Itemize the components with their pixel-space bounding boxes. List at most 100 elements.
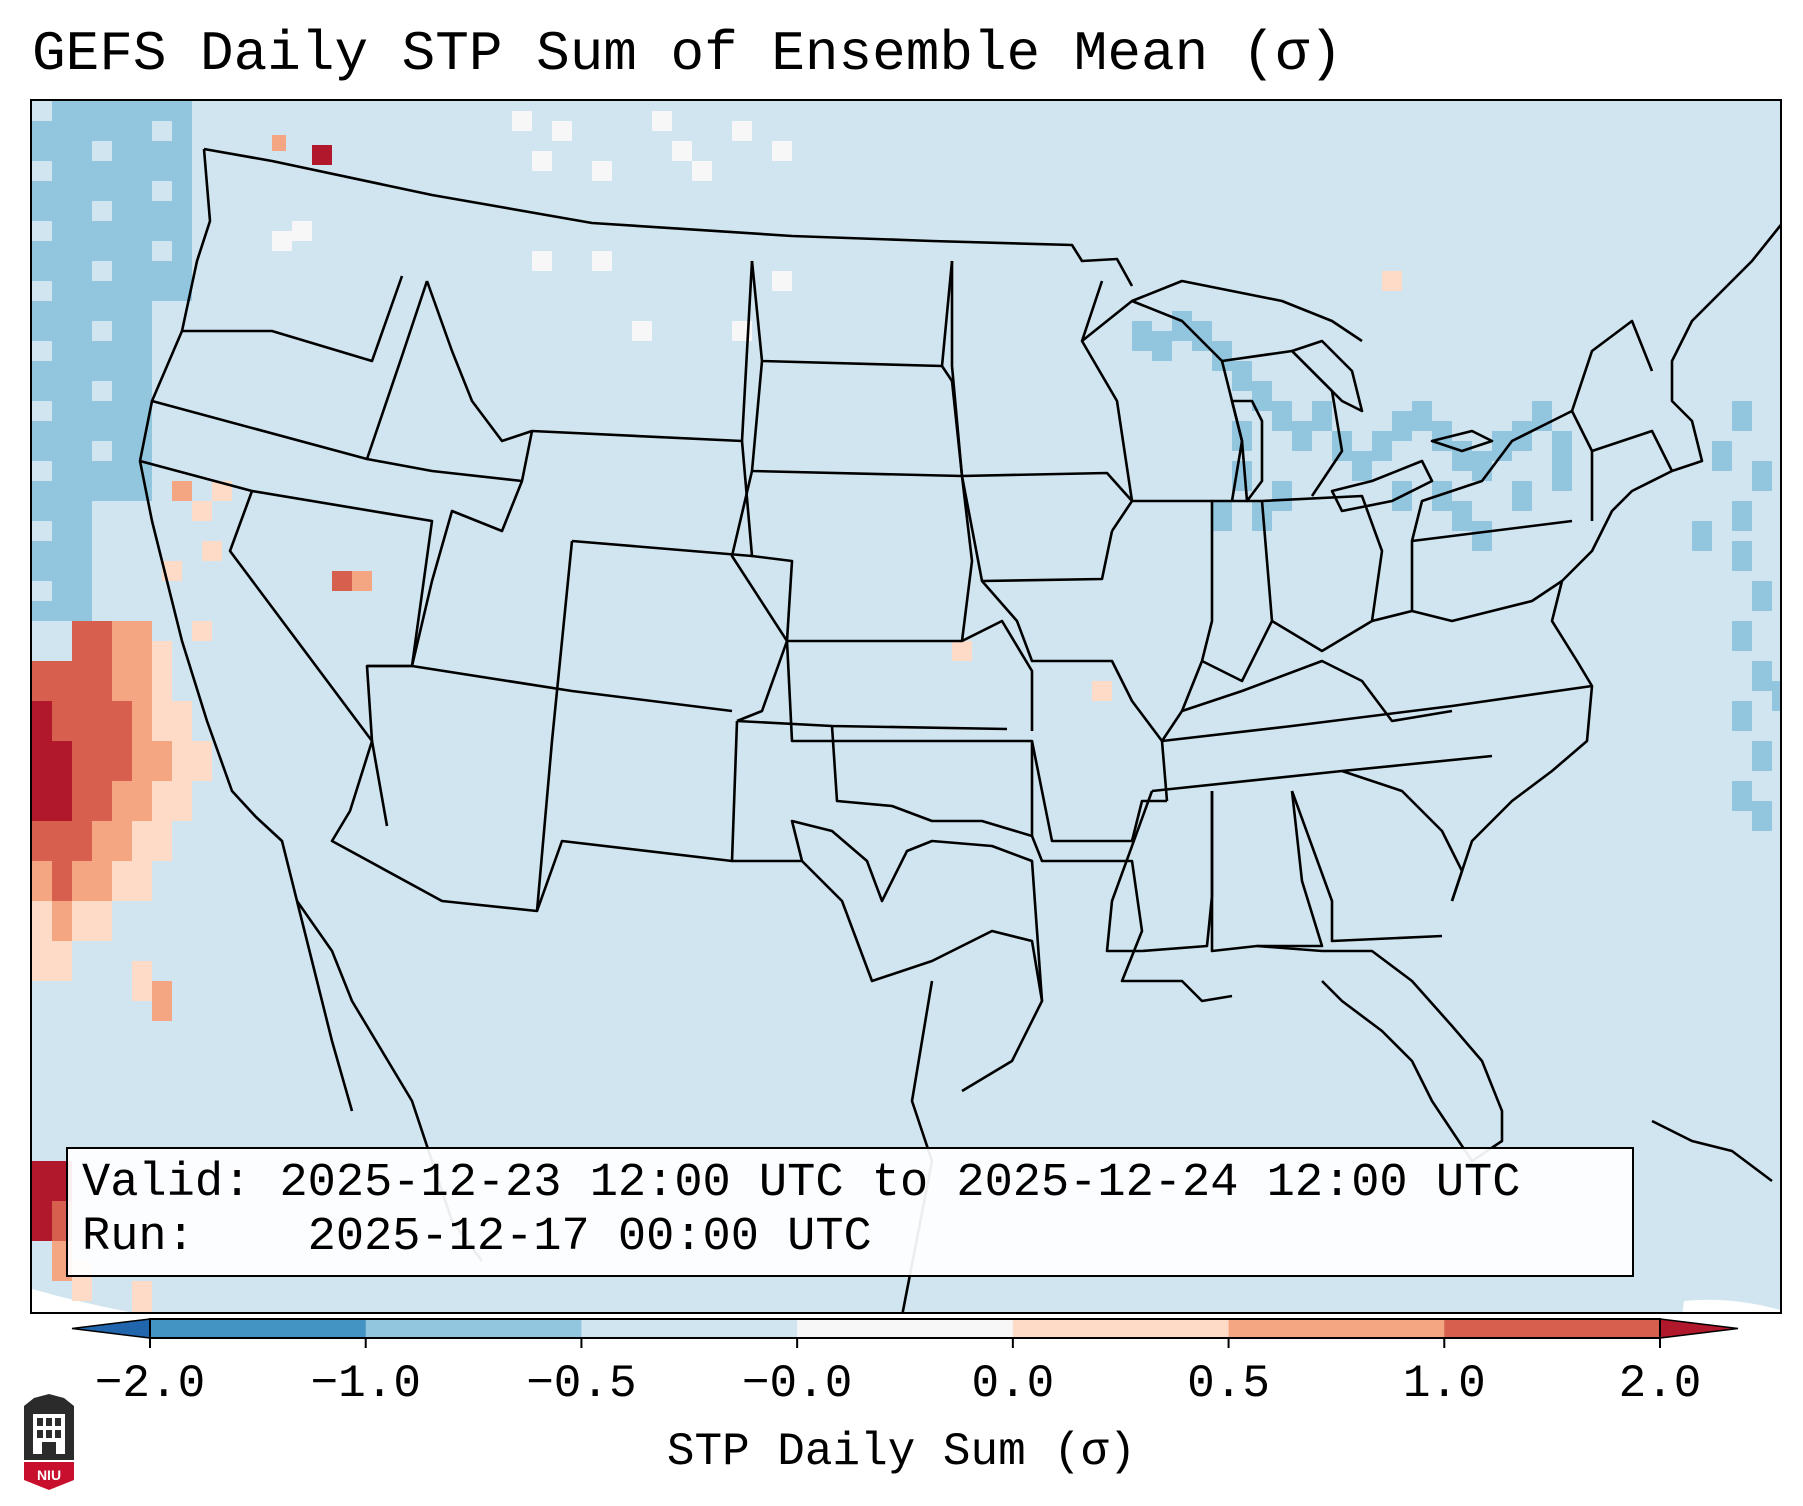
field-cell	[172, 201, 192, 221]
field-cell	[92, 621, 112, 661]
field-cell	[152, 741, 172, 781]
field-cell	[1752, 461, 1772, 491]
field-cell	[192, 621, 212, 641]
field-cell	[92, 701, 112, 741]
field-cell	[52, 421, 72, 441]
field-cell	[152, 161, 172, 181]
field-cell	[132, 821, 152, 861]
field-cell	[32, 1161, 52, 1201]
field-cell	[92, 121, 112, 141]
field-cell	[132, 401, 152, 421]
field-cell	[772, 271, 792, 291]
field-cell	[32, 701, 52, 741]
field-cell	[52, 241, 72, 261]
field-cell	[172, 141, 192, 161]
map-svg	[32, 101, 1780, 1312]
colorbar-tick-label: −0.5	[526, 1358, 636, 1410]
field-cell	[632, 321, 652, 341]
field-cell	[72, 701, 92, 741]
field-cell	[1732, 781, 1752, 811]
field-cell	[72, 541, 92, 561]
colorbar-bin	[1012, 1319, 1230, 1338]
field-cell	[192, 741, 212, 781]
field-cell	[1192, 321, 1212, 351]
field-cell	[52, 481, 72, 501]
field-cell	[112, 821, 132, 861]
field-cell	[32, 861, 52, 901]
field-cell	[1272, 481, 1292, 511]
field-cell	[132, 621, 152, 661]
field-cell	[72, 301, 92, 321]
field-cell	[52, 581, 72, 601]
field-cell	[32, 441, 52, 461]
field-cell	[592, 251, 612, 271]
field-cell	[1232, 361, 1252, 391]
field-cell	[72, 661, 92, 701]
field-cell	[292, 221, 312, 241]
field-cell	[52, 341, 72, 361]
field-cell	[92, 281, 112, 301]
field-cell	[72, 101, 92, 121]
field-cell	[112, 741, 132, 781]
field-cell	[32, 301, 52, 321]
field-cell	[172, 741, 192, 781]
field-cell	[152, 281, 172, 301]
colorbar: −2.0 −1.0 −0.5 −0.0 0.0 0.5 1.0 2.0	[71, 1318, 1739, 1410]
field-cell	[92, 901, 112, 941]
field-cell	[132, 101, 152, 121]
validity-box: Valid: 2025-12-23 12:00 UTC to 2025-12-2…	[66, 1147, 1634, 1277]
field-cell	[72, 461, 92, 481]
field-cell	[1732, 701, 1752, 731]
field-cell	[112, 341, 132, 361]
field-cell	[172, 101, 192, 121]
field-cell	[32, 821, 52, 861]
field-cell	[1432, 481, 1452, 511]
field-cell	[32, 241, 52, 261]
field-cell	[152, 821, 172, 861]
field-cell	[1732, 541, 1752, 571]
colorbar-under-triangle	[71, 1318, 151, 1339]
field-cell	[72, 141, 92, 161]
field-cell	[952, 641, 972, 661]
field-cell	[72, 501, 92, 521]
field-cell	[32, 321, 52, 341]
field-cell	[692, 161, 712, 181]
field-cell	[172, 121, 192, 141]
field-cell	[1732, 401, 1752, 431]
field-cell	[32, 481, 52, 501]
colorbar-ticks: −2.0 −1.0 −0.5 −0.0 0.0 0.5 1.0 2.0	[95, 1338, 1701, 1410]
field-cell	[52, 501, 72, 521]
field-cell	[202, 541, 222, 561]
field-cell	[532, 251, 552, 271]
field-cell	[132, 361, 152, 381]
field-background	[32, 101, 1780, 1312]
field-cell	[132, 781, 152, 821]
field-cell	[92, 741, 112, 781]
field-cell	[52, 781, 72, 821]
field-cell	[172, 261, 192, 281]
colorbar-tick-label: −1.0	[311, 1358, 421, 1410]
field-cell	[1272, 401, 1292, 431]
field-cell	[1692, 521, 1712, 551]
map-frame	[30, 99, 1782, 1314]
field-cell	[92, 461, 112, 481]
colorbar-bin	[1228, 1319, 1445, 1338]
run-time: 2025-12-17 00:00 UTC	[307, 1211, 872, 1264]
field-cell	[112, 381, 132, 401]
field-cell	[72, 561, 92, 581]
field-cell	[152, 221, 172, 241]
field-cell	[152, 981, 172, 1021]
field-cell	[1492, 431, 1512, 461]
field-cell	[312, 145, 332, 165]
field-cell	[1312, 401, 1332, 431]
field-cell	[112, 621, 132, 661]
field-cell	[272, 231, 292, 251]
field-cell	[1752, 741, 1772, 771]
field-cell	[1752, 801, 1772, 831]
field-cell	[32, 601, 52, 621]
field-cell	[52, 541, 72, 561]
field-cell	[32, 941, 52, 981]
field-cell	[132, 341, 152, 361]
field-cell	[172, 781, 192, 821]
field-cell	[72, 741, 92, 781]
